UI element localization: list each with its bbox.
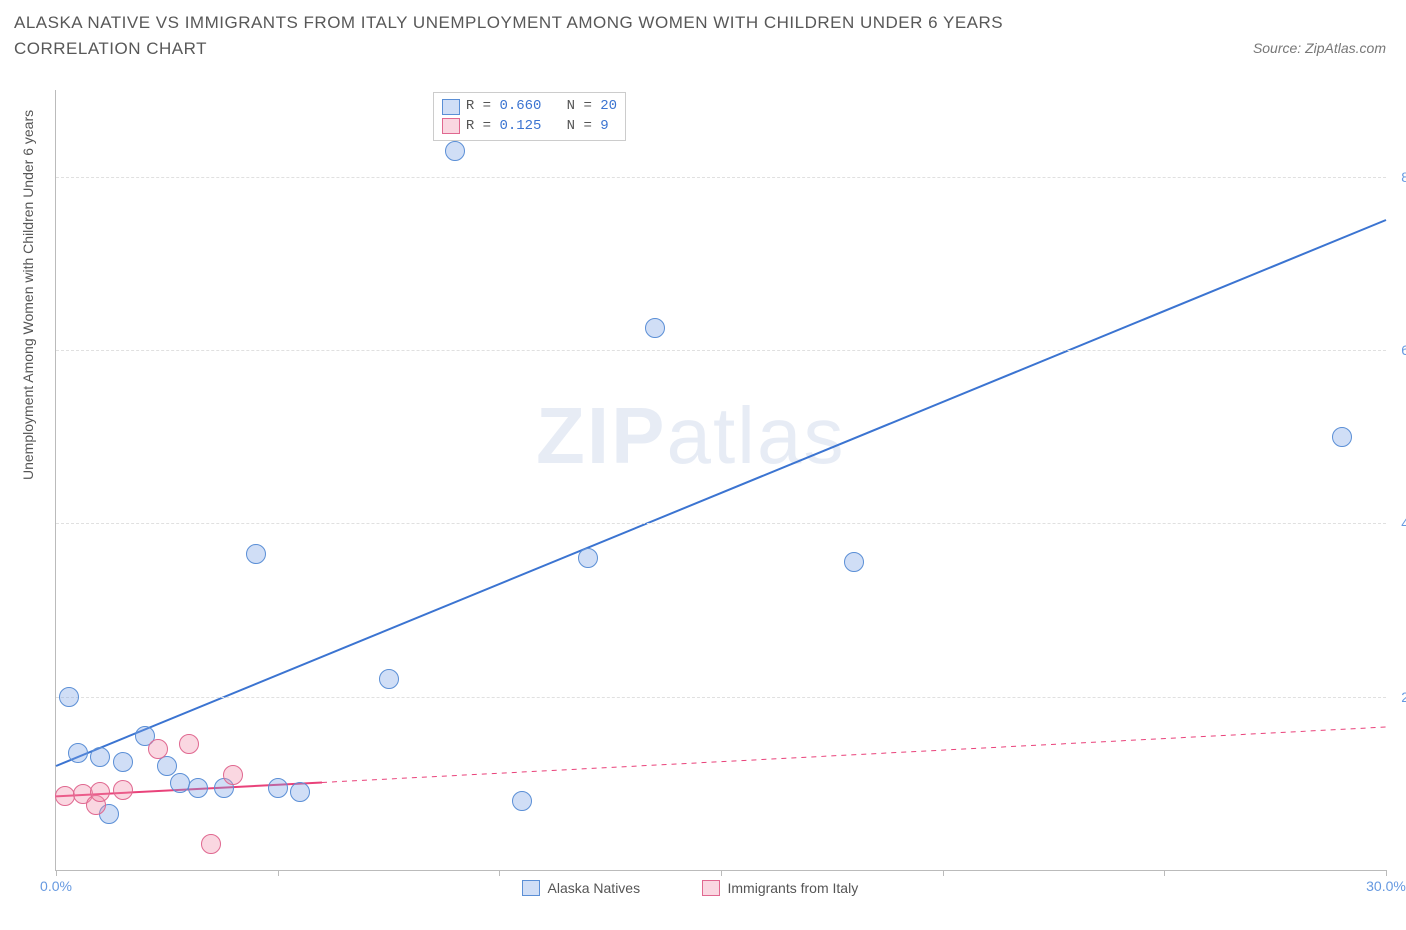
scatter-point — [223, 765, 243, 785]
scatter-point — [90, 747, 110, 767]
legend-stats-text: R = 0.125 N = 9 — [466, 117, 609, 137]
ytick-label: 80.0% — [1391, 169, 1406, 185]
scatter-point — [179, 734, 199, 754]
xtick-minor — [499, 870, 500, 876]
ytick-label: 40.0% — [1391, 515, 1406, 531]
legend-series: Alaska Natives — [522, 880, 641, 896]
legend-swatch — [522, 880, 540, 896]
ytick-label: 20.0% — [1391, 689, 1406, 705]
plot-area: ZIPatlas 20.0%40.0%60.0%80.0%0.0%30.0%R … — [55, 90, 1386, 871]
scatter-point — [148, 739, 168, 759]
xtick-minor — [721, 870, 722, 876]
scatter-point — [290, 782, 310, 802]
scatter-point — [645, 318, 665, 338]
xtick-minor — [278, 870, 279, 876]
scatter-point — [113, 780, 133, 800]
regression-lines-layer — [56, 90, 1386, 870]
legend-stats-row: R = 0.660 N = 20 — [442, 97, 617, 117]
chart-title: ALASKA NATIVE VS IMMIGRANTS FROM ITALY U… — [14, 10, 1114, 61]
scatter-point — [445, 141, 465, 161]
legend-stats: R = 0.660 N = 20R = 0.125 N = 9 — [433, 92, 626, 141]
scatter-point — [68, 743, 88, 763]
regression-line-dashed — [322, 727, 1386, 782]
scatter-point — [578, 548, 598, 568]
legend-swatch — [702, 880, 720, 896]
legend-series-label: Immigrants from Italy — [728, 880, 859, 896]
y-axis-label: Unemployment Among Women with Children U… — [20, 110, 36, 480]
legend-swatch — [442, 118, 460, 134]
xtick — [56, 870, 57, 876]
gridline-h — [56, 177, 1386, 178]
scatter-point — [59, 687, 79, 707]
xtick-minor — [1164, 870, 1165, 876]
scatter-point — [512, 791, 532, 811]
legend-series: Immigrants from Italy — [702, 880, 859, 896]
legend-stats-text: R = 0.660 N = 20 — [466, 97, 617, 117]
scatter-point — [379, 669, 399, 689]
xtick-label: 0.0% — [40, 878, 72, 894]
scatter-point — [157, 756, 177, 776]
scatter-point — [246, 544, 266, 564]
gridline-h — [56, 523, 1386, 524]
source-attribution: Source: ZipAtlas.com — [1253, 40, 1386, 56]
scatter-point — [188, 778, 208, 798]
regression-line — [56, 220, 1386, 766]
scatter-point — [55, 786, 75, 806]
legend-swatch — [442, 99, 460, 115]
ytick-label: 60.0% — [1391, 342, 1406, 358]
chart-container: ALASKA NATIVE VS IMMIGRANTS FROM ITALY U… — [0, 0, 1406, 930]
legend-series-label: Alaska Natives — [548, 880, 641, 896]
gridline-h — [56, 350, 1386, 351]
scatter-point — [90, 782, 110, 802]
scatter-point — [844, 552, 864, 572]
scatter-point — [268, 778, 288, 798]
xtick-minor — [943, 870, 944, 876]
scatter-point — [201, 834, 221, 854]
xtick-label: 30.0% — [1366, 878, 1406, 894]
scatter-point — [170, 773, 190, 793]
xtick — [1386, 870, 1387, 876]
gridline-h — [56, 697, 1386, 698]
scatter-point — [113, 752, 133, 772]
legend-stats-row: R = 0.125 N = 9 — [442, 117, 617, 137]
scatter-point — [1332, 427, 1352, 447]
